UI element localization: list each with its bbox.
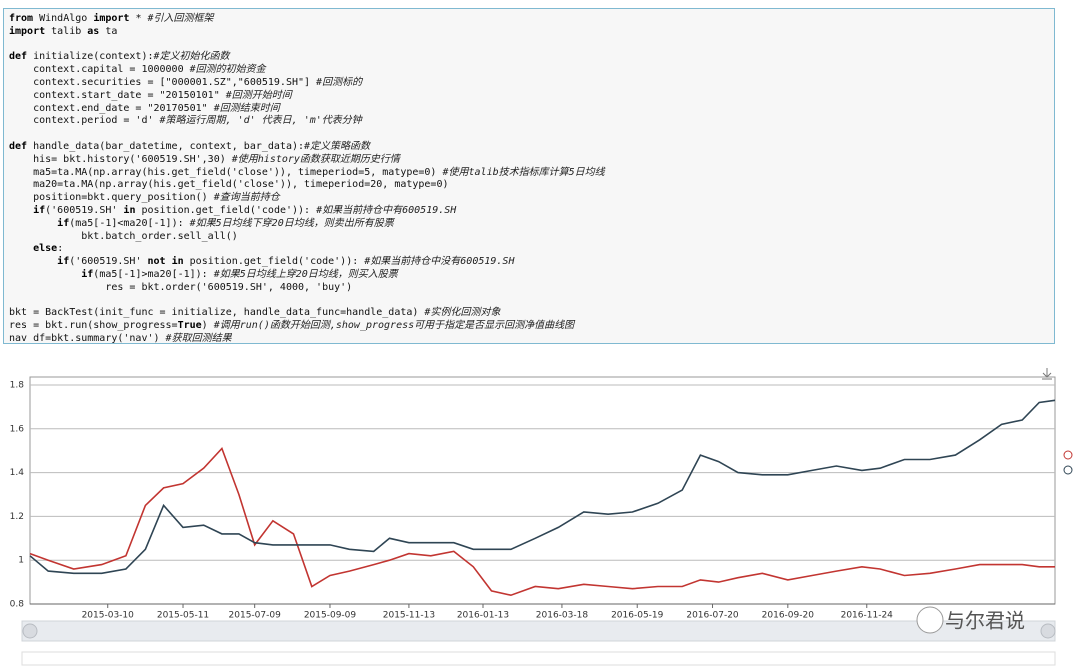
- code-line: context.end_date = "20170501" #回测结束时间: [9, 102, 280, 114]
- code-line: else:: [33, 243, 64, 255]
- code-line: nav_df=bkt.summary('nav') #获取回测结果: [9, 332, 232, 344]
- code-line: context.capital = 1000000 #回测的初始资金: [9, 64, 266, 76]
- x-tick-label: 2015-07-09: [229, 611, 282, 621]
- code-line: context.period = 'd' #策略运行周期, 'd' 代表日, '…: [9, 115, 362, 127]
- download-icon[interactable]: [1042, 368, 1052, 380]
- legend-marker: [1063, 450, 1073, 460]
- code-line: from WindAlgo import * #引入回测框架: [9, 13, 214, 24]
- slider-handle[interactable]: [22, 623, 38, 639]
- x-tick-label: 2016-11-24: [841, 611, 894, 621]
- code-line: ma20=ta.MA(np.array(his.get_field('close…: [9, 179, 449, 191]
- watermark-icon: [916, 606, 944, 634]
- code-block: def initialize(context):#定义初始化函数 context…: [9, 51, 1049, 128]
- watermark: 与尔君说: [945, 609, 1025, 633]
- y-tick-label: 1.4: [10, 468, 25, 478]
- y-tick-label: 1.2: [10, 512, 24, 522]
- code-line: position=bkt.query_position() #查询当前持仓: [9, 192, 280, 204]
- code-line: import talib as ta: [9, 25, 118, 37]
- code-line: res = bkt.order('600519.SH', 4000, 'buy'…: [9, 281, 353, 293]
- code-line: if(ma5[-1]<ma20[-1]): #如果5日均线下穿20日均线，则卖出…: [57, 217, 394, 229]
- y-tick-label: 0.8: [10, 600, 25, 610]
- code-line: def initialize(context):#定义初始化函数: [9, 51, 230, 63]
- x-tick-label: 2016-01-13: [457, 611, 509, 621]
- code-line: context.start_date = "20150101" #回测开始时间: [9, 89, 292, 101]
- code-line: res = bkt.run(show_progress=True) #调用run…: [9, 320, 575, 332]
- slider-handle[interactable]: [1040, 623, 1056, 639]
- code-line: if('600519.SH' in position.get_field('co…: [33, 204, 457, 216]
- code-line: if(ma5[-1]>ma20[-1]): #如果5日均线上穿20日均线，则买入…: [81, 268, 398, 280]
- plot-frame: [29, 376, 1056, 605]
- y-tick-label: 1.6: [10, 424, 25, 434]
- code-block: from WindAlgo import * #引入回测框架 import tal…: [9, 13, 1049, 39]
- x-tick-label: 2015-03-10: [82, 611, 135, 621]
- x-tick-label: 2015-05-11: [157, 611, 209, 621]
- zoom-slider[interactable]: [21, 620, 1056, 642]
- code-line: his= bkt.history('600519.SH',30) #使用hist…: [9, 153, 400, 165]
- x-tick-label: 2015-09-09: [304, 611, 357, 621]
- legend-marker: [1063, 465, 1073, 475]
- series-line: [29, 399, 1056, 575]
- x-tick-label: 2016-03-18: [536, 611, 589, 621]
- code-line: bkt.batch_order.sell_all(): [9, 230, 238, 242]
- series-line: [29, 446, 1055, 597]
- code-cell[interactable]: from WindAlgo import * #引入回测框架 import tal…: [3, 8, 1055, 344]
- plot: 0.8 1 1.2 1.4 1.6 1.8 2015-03-10 2015-05-11 2015…: [10, 376, 1073, 621]
- output-area: [21, 651, 1056, 666]
- x-tick-label: 2015-11-13: [383, 611, 435, 621]
- y-tick-label: 1: [18, 556, 24, 566]
- code-line: def handle_data(bar_datetime, context, b…: [9, 140, 371, 152]
- x-tick-label: 2016-09-20: [762, 611, 815, 621]
- code-line: context.securities = ["000001.SZ","60051…: [9, 76, 363, 88]
- x-tick-label: 2016-05-19: [611, 611, 664, 621]
- code-block: def handle_data(bar_datetime, context, b…: [9, 141, 1049, 295]
- code-line: bkt = BackTest(init_func = initialize, h…: [9, 307, 501, 319]
- code-line: ma5=ta.MA(np.array(his.get_field('close'…: [9, 166, 605, 178]
- code-line: if('600519.SH' not in position.get_field…: [57, 256, 515, 268]
- y-tick-label: 1.8: [10, 381, 25, 391]
- x-tick-label: 2016-07-20: [686, 611, 739, 621]
- code-block: bkt = BackTest(init_func = initialize, h…: [9, 307, 1049, 344]
